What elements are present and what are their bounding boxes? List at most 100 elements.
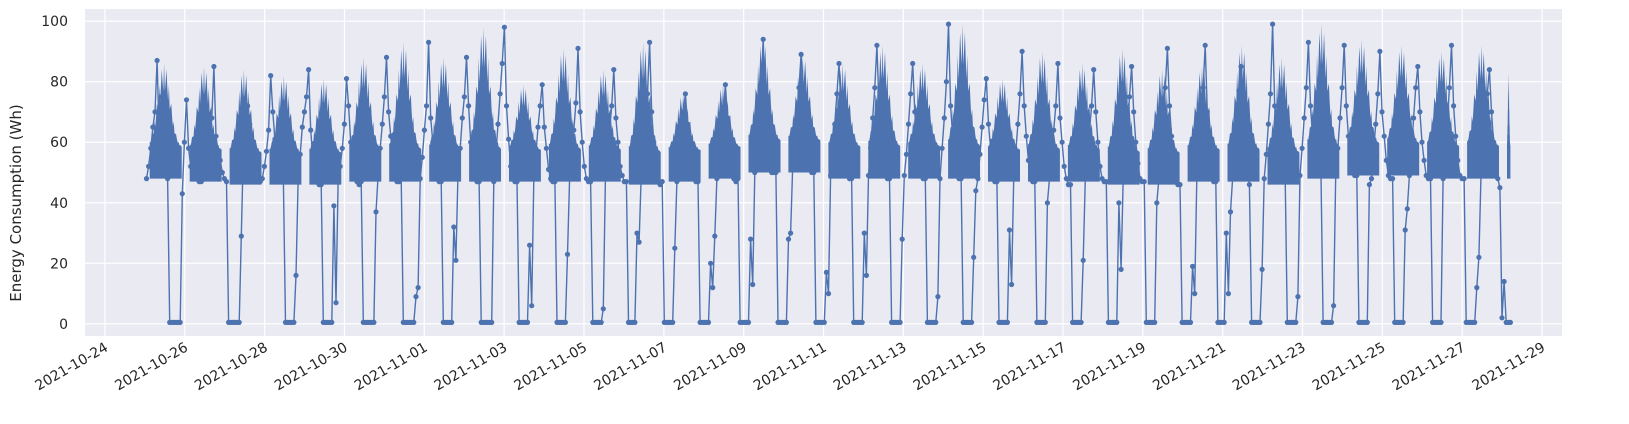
data-point xyxy=(428,115,434,121)
data-point xyxy=(205,151,211,157)
daily-active-band xyxy=(948,24,980,179)
data-point xyxy=(1021,103,1027,109)
data-point xyxy=(1383,157,1389,163)
x-tick-label: 2021-11-05 xyxy=(512,340,590,395)
data-point xyxy=(1057,115,1063,121)
data-point xyxy=(148,145,154,151)
data-point xyxy=(735,176,741,182)
data-point xyxy=(1202,42,1208,48)
daily-active-band xyxy=(389,42,422,182)
data-point xyxy=(371,319,377,325)
data-point xyxy=(1455,157,1461,163)
y-tick-label: 20 xyxy=(50,256,68,272)
data-point xyxy=(186,145,192,151)
data-point xyxy=(811,169,817,176)
data-point xyxy=(958,176,964,182)
data-point xyxy=(242,112,249,118)
data-point xyxy=(1343,103,1349,109)
data-point xyxy=(1406,172,1412,179)
data-point xyxy=(535,124,541,130)
data-point xyxy=(341,121,347,127)
data-point xyxy=(1019,48,1025,55)
data-point xyxy=(1009,281,1015,288)
data-point xyxy=(1472,319,1478,325)
data-point xyxy=(1152,319,1158,325)
data-point xyxy=(897,319,903,325)
data-point xyxy=(676,157,682,163)
y-axis-label: Energy Consumption (Wh) xyxy=(7,104,25,301)
x-tick-label: 2021-11-01 xyxy=(352,340,430,395)
data-point xyxy=(973,188,979,194)
x-tick-label: 2021-11-23 xyxy=(1230,340,1308,395)
data-point xyxy=(880,154,886,160)
data-point xyxy=(1305,39,1311,45)
data-point xyxy=(579,139,585,145)
data-point xyxy=(634,230,640,236)
data-point xyxy=(455,169,461,176)
data-point xyxy=(792,139,798,145)
x-tick-label: 2021-11-11 xyxy=(751,340,829,395)
data-point xyxy=(466,103,472,109)
data-point xyxy=(219,169,225,176)
data-point xyxy=(935,294,941,300)
x-tick-label: 2021-11-27 xyxy=(1390,340,1468,395)
data-point xyxy=(181,139,187,145)
data-point xyxy=(914,139,920,145)
data-point xyxy=(788,230,794,236)
data-point xyxy=(1051,127,1057,133)
data-point xyxy=(1242,139,1248,145)
data-point xyxy=(493,151,499,157)
data-point xyxy=(611,67,617,73)
data-point xyxy=(293,272,299,278)
data-point xyxy=(745,319,752,325)
data-point xyxy=(375,172,381,179)
data-point xyxy=(1116,200,1122,206)
data-point xyxy=(1451,103,1457,109)
y-tick-label: 40 xyxy=(50,196,68,212)
data-point xyxy=(1303,85,1309,91)
series-markers xyxy=(143,21,1513,325)
data-point xyxy=(647,39,653,45)
data-point xyxy=(796,85,802,91)
data-point xyxy=(1442,148,1448,154)
data-point xyxy=(834,91,840,97)
daily-active-band xyxy=(988,78,1020,182)
data-point xyxy=(710,285,716,291)
data-point xyxy=(491,179,497,185)
data-point xyxy=(1413,85,1419,91)
data-point xyxy=(708,260,714,266)
data-point xyxy=(802,133,808,139)
data-point xyxy=(1013,148,1019,154)
daily-active-band xyxy=(1427,51,1460,179)
daily-active-band xyxy=(828,63,861,179)
data-point xyxy=(878,133,884,139)
data-point xyxy=(945,21,952,27)
data-point xyxy=(682,91,689,97)
data-point xyxy=(939,145,945,151)
data-point xyxy=(632,319,638,325)
data-point xyxy=(1272,103,1278,109)
data-point xyxy=(1089,103,1095,109)
data-point xyxy=(1440,176,1446,182)
data-point xyxy=(952,157,958,163)
data-point xyxy=(1086,127,1093,133)
data-point xyxy=(943,79,950,85)
daily-active-band xyxy=(469,27,501,182)
data-point xyxy=(886,176,893,182)
data-point xyxy=(1135,160,1141,166)
data-point xyxy=(1244,163,1250,169)
data-point xyxy=(1194,176,1200,182)
data-point xyxy=(1488,109,1495,115)
data-point xyxy=(1478,172,1484,179)
data-point xyxy=(1124,124,1130,130)
data-point xyxy=(501,24,507,30)
daily-active-band xyxy=(189,66,222,182)
data-point xyxy=(1497,185,1503,191)
data-point xyxy=(217,157,223,163)
data-point xyxy=(552,179,558,185)
data-point xyxy=(1053,103,1059,109)
data-point xyxy=(613,115,619,121)
data-point xyxy=(1103,179,1109,185)
data-point xyxy=(426,39,432,45)
data-point xyxy=(598,319,604,325)
